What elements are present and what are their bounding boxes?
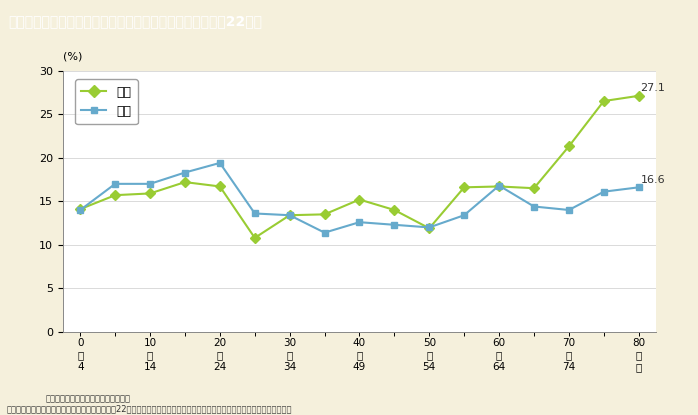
女性	[320, 212, 329, 217]
女性	[216, 184, 224, 189]
女性	[355, 197, 364, 202]
女性	[146, 191, 154, 196]
Line: 男性: 男性	[77, 159, 642, 236]
男性	[181, 170, 189, 175]
Text: 16.6: 16.6	[640, 175, 665, 185]
男性	[425, 225, 433, 230]
女性	[530, 186, 538, 190]
女性	[425, 226, 433, 231]
Text: 27.1: 27.1	[640, 83, 665, 93]
男性	[634, 185, 643, 190]
男性	[530, 204, 538, 209]
男性	[390, 222, 399, 227]
男性	[495, 183, 503, 188]
女性	[390, 208, 399, 212]
男性	[320, 230, 329, 235]
男性	[565, 208, 573, 212]
Legend: 女性, 男性: 女性, 男性	[75, 79, 138, 124]
女性	[460, 185, 468, 190]
男性	[600, 189, 608, 194]
Text: 会」阿部彩委員の特別集計より作成。: 会」阿部彩委員の特別集計より作成。	[45, 395, 131, 404]
男性	[76, 208, 84, 212]
Line: 女性: 女性	[77, 92, 642, 242]
女性	[76, 207, 84, 212]
男性	[355, 220, 364, 225]
女性	[565, 144, 573, 149]
女性	[181, 180, 189, 185]
女性	[285, 213, 294, 218]
女性	[111, 193, 119, 198]
男性	[216, 161, 224, 166]
男性	[111, 181, 119, 186]
Text: (%): (%)	[63, 52, 82, 62]
Text: 第１－５－３図　男女別・年齢階層別相対的貧困率（平成22年）: 第１－５－３図 男女別・年齢階層別相対的貧困率（平成22年）	[8, 14, 262, 28]
男性	[251, 211, 259, 216]
女性	[634, 93, 643, 98]
女性	[600, 98, 608, 103]
男性	[285, 213, 294, 218]
男性	[146, 181, 154, 186]
女性	[495, 184, 503, 189]
女性	[251, 235, 259, 240]
男性	[460, 213, 468, 218]
Text: （備考）厘生労働省「国民生活基礎調査」（平成22年）を基に，内閣府男女共同参画局「生活困難を抱える男女に関する検討: （備考）厘生労働省「国民生活基礎調査」（平成22年）を基に，内閣府男女共同参画局…	[7, 404, 292, 413]
